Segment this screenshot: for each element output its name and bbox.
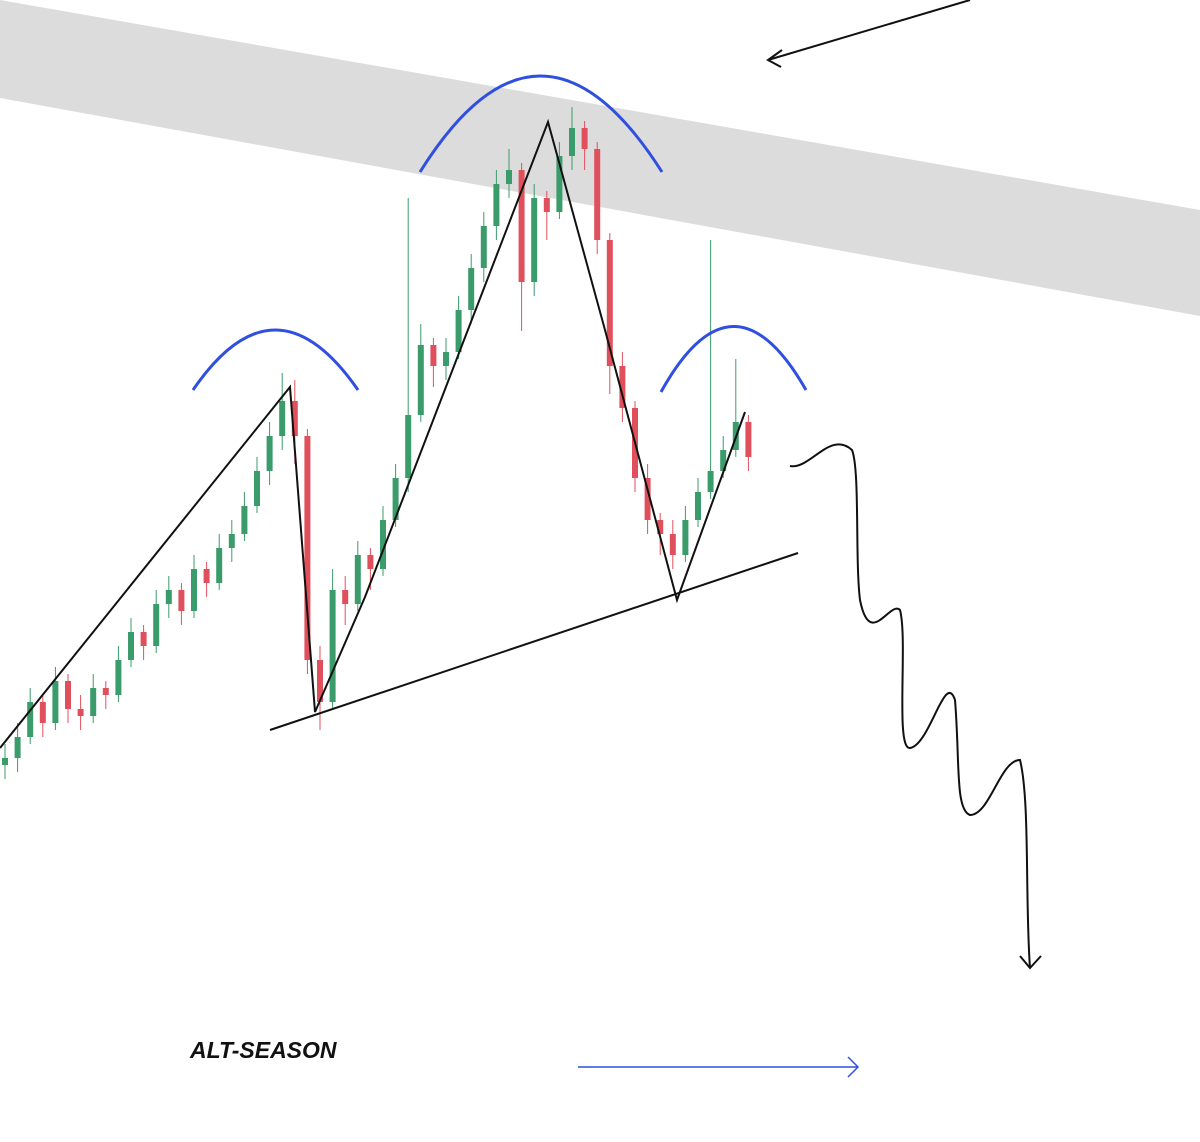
candle-body: [443, 352, 449, 366]
candle-body: [279, 401, 286, 436]
left-shoulder-arc: [191, 328, 360, 391]
candles: [2, 107, 752, 779]
candle-body: [65, 681, 71, 709]
candle-body: [556, 156, 563, 212]
candle-body: [594, 149, 601, 240]
candle-body: [455, 310, 462, 352]
candle-body: [380, 520, 386, 569]
head-arc: [418, 74, 664, 173]
candle-body: [317, 660, 323, 702]
candle-body: [745, 422, 752, 457]
candle-body: [367, 555, 374, 569]
candle-body: [405, 415, 412, 478]
candle-body: [506, 170, 512, 184]
candle-body: [657, 520, 664, 534]
candle-body: [14, 737, 21, 758]
candle-body: [2, 758, 8, 765]
candle-body: [493, 184, 500, 226]
candle-body: [695, 492, 701, 520]
candle-body: [354, 555, 361, 604]
candle-body: [191, 569, 197, 611]
candle-body: [682, 520, 689, 555]
candle-body: [342, 590, 349, 604]
candle-body: [102, 688, 109, 695]
candle-body: [128, 632, 134, 660]
candle-body: [569, 128, 575, 156]
top-arrowhead: [766, 49, 783, 68]
candle-body: [153, 604, 160, 646]
candle-body: [392, 478, 399, 520]
candle-body: [165, 590, 172, 604]
candle-body: [480, 226, 487, 268]
candle-body: [581, 128, 588, 149]
candle-body: [417, 345, 424, 415]
pattern-zigzag: [0, 118, 746, 749]
candle-body: [329, 590, 336, 702]
candle-body: [90, 688, 97, 716]
candle-body: [77, 709, 84, 716]
candle-body: [39, 702, 46, 723]
candle-body: [203, 569, 210, 583]
candle-body: [304, 436, 311, 660]
annotation-label: ALT-SEASON: [189, 1037, 337, 1063]
candle-body: [241, 506, 248, 534]
candle-body: [644, 478, 651, 520]
candle-body: [178, 590, 185, 611]
candle-body: [430, 345, 437, 366]
candle-body: [619, 366, 626, 408]
candle-body: [518, 170, 525, 282]
candle-body: [140, 632, 147, 646]
candle-body: [606, 240, 613, 366]
candle-body: [52, 681, 59, 723]
candle-body: [291, 401, 298, 436]
candle-body: [720, 450, 727, 471]
neckline: [269, 552, 799, 731]
top-arrow: [767, 0, 971, 61]
candle-body: [115, 660, 122, 695]
candle-body: [543, 198, 550, 212]
candle-body: [468, 268, 475, 310]
candle-body: [228, 534, 235, 548]
candle-body: [531, 198, 538, 282]
candle-body: [254, 471, 260, 506]
right-shoulder-arc: [659, 325, 808, 393]
candle-body: [216, 548, 223, 583]
candle-body: [27, 702, 34, 737]
candle-body: [266, 436, 273, 471]
time-arrowhead: [847, 1056, 860, 1078]
candle-body: [669, 534, 676, 555]
projection-arrowhead: [1019, 955, 1042, 970]
candle-body: [707, 471, 714, 492]
projection-squiggle: [789, 443, 1031, 969]
